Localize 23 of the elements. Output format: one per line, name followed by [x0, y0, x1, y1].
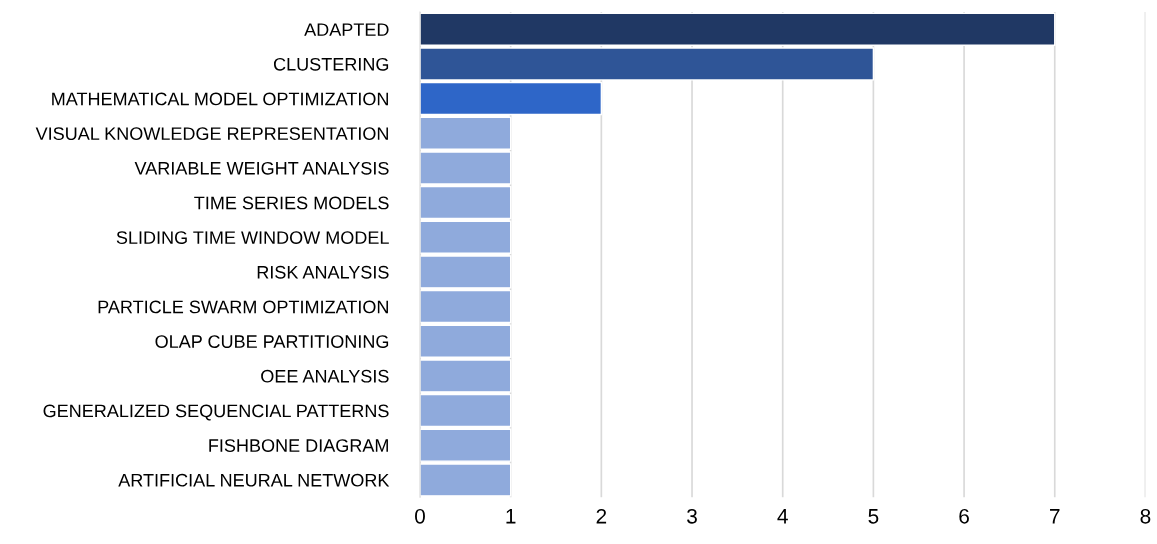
x-tick-label: 5	[868, 509, 879, 524]
x-tick-label: 7	[1050, 509, 1060, 524]
y-tick-label: FISHBONE DIAGRAM	[209, 439, 388, 452]
y-tick-label: CLUSTERING	[273, 57, 389, 71]
x-tick-label: 8	[1140, 508, 1151, 524]
y-tick-label: PARTICLE SWARM OPTIMIZATION	[98, 300, 388, 314]
y-tick-label: TIME SERIES MODELS	[194, 196, 389, 210]
x-tick-label: 4	[777, 509, 788, 524]
y-tick-label: ADAPTED	[304, 23, 389, 36]
y-tick-label: GENERALIZED SEQUENCIAL PATTERNS	[43, 404, 389, 421]
y-tick-label: MATHEMATICAL MODEL OPTIMIZATION	[52, 92, 388, 106]
y-tick-label: SLIDING TIME WINDOW MODEL	[116, 231, 389, 244]
x-tick-label: 0	[415, 508, 425, 524]
y-tick-label: VARIABLE WEIGHT ANALYSIS	[134, 161, 389, 175]
y-tick-label: OLAP CUBE PARTITIONING	[155, 335, 389, 348]
y-tick-label: RISK ANALYSIS	[257, 265, 389, 279]
y-tick-label: ARTIFICIAL NEURAL NETWORK	[118, 473, 390, 487]
x-tick-label: 3	[687, 508, 697, 524]
x-tick-label: 2	[596, 508, 607, 524]
x-tick-label: 1	[506, 509, 516, 524]
x-tick-label: 6	[959, 508, 969, 524]
y-tick-label: VISUAL KNOWLEDGE REPRESENTATION	[35, 127, 388, 140]
y-tick-label: OEE ANALYSIS	[261, 369, 389, 383]
